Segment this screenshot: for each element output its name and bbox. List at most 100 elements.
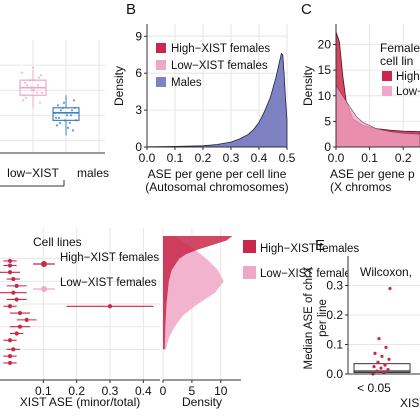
panel-b-y-tick-label-3: 9: [135, 29, 142, 43]
panel-a-point-1-1: [68, 121, 72, 124]
panel-c-legend-key-low: [382, 86, 392, 96]
panel-d-point-2: [7, 270, 13, 275]
panel-e-y-tick-label-2: 0.2: [326, 308, 343, 322]
panel-d-point-5: [11, 290, 16, 295]
panel-c-y-tick-label-1: 5: [324, 114, 331, 128]
panel-d-point-7: [7, 304, 13, 309]
panel-e: E 0.0 0.1 0.2 0.3 Wilcoxon, Median ASE of c…: [303, 237, 420, 410]
panel-a-point-1-6: [55, 124, 59, 127]
panel-b-label: B: [126, 1, 136, 18]
panel-c-label: C: [301, 1, 312, 18]
panel-e-point-3: [386, 368, 390, 372]
legend-key-high-xist: [156, 43, 166, 53]
panel-d-density: 0 5 10 Density High−XIST females Low−XIST …: [160, 228, 359, 409]
panel-a-point-1-14: [65, 114, 69, 117]
panel-a-point-1-15: [58, 121, 62, 124]
panel-d-density-x-tick-label-1: 5: [189, 384, 196, 398]
panel-d-point-16: [107, 304, 113, 309]
panel-d-density-area-high-xist: [163, 236, 233, 350]
panel-e-point-9: [380, 354, 384, 358]
panel-d-density-legend-label-low: Low−XIST females: [260, 268, 357, 280]
legend-key-low-xist: [156, 60, 166, 70]
panel-c-density-area-low-xist: [335, 84, 420, 148]
panel-a-point-0-16: [40, 91, 44, 94]
panel-c-x-tick-label-1: 0.1: [361, 151, 378, 165]
panel-a-tick-label-1: low−XIST: [7, 166, 59, 180]
panel-a-point-1-4: [69, 114, 73, 117]
panel-b-density-area-males: [146, 52, 288, 148]
panel-e-point-11: [384, 345, 388, 349]
panel-b-x-tick-label-3: 0.3: [223, 151, 240, 165]
panel-c-x-tick-label-0: 0.0: [328, 151, 345, 165]
panel-a-point-0-15: [25, 84, 29, 87]
panel-e-y-label: Median ASE of chrX: [303, 266, 315, 369]
panel-a-point-1-3: [54, 116, 58, 119]
panel-a-point-0-10: [38, 101, 42, 104]
panel-a-point-0-7: [37, 76, 41, 79]
panel-c-y-label: Density: [301, 66, 315, 106]
panel-a-point-1-18: [59, 109, 63, 112]
panel-b-x-label: ASE per gene per cell line: [148, 167, 287, 181]
panel-d-point-4: [14, 283, 19, 288]
panel-d-x-label: XIST ASE (minor/total): [20, 395, 141, 409]
panel-d-density-x-tick-label-0: 0: [160, 384, 167, 398]
panel-d-density-legend-key-high: [243, 240, 256, 253]
panel-e-point-2: [375, 369, 379, 373]
panel-c-y-tick-label-0: 0: [324, 140, 331, 154]
panel-d-point-15: [7, 360, 13, 366]
panel-a-point-0-1: [35, 91, 39, 94]
panel-b-y-label: Density: [112, 66, 126, 106]
panel-c-legend-label-low: Low−: [396, 86, 420, 98]
legend-label-high-xist: High−XIST females: [171, 43, 270, 55]
panel-a-point-1-10: [71, 129, 75, 132]
panel-d-density-area-low-xist: [163, 236, 224, 350]
panel-d-point-10: [17, 324, 23, 329]
panel-c-y-tick-label-4: 20: [318, 38, 332, 52]
panel-e-point-1: [382, 370, 386, 375]
panel-b-x-tick-label-2: 0.2: [195, 151, 212, 165]
panel-a-box-1: [52, 107, 80, 121]
panel-e-point-8: [387, 357, 391, 361]
panel-b-x-label-2: (Autosomal chromosomes): [145, 180, 288, 194]
panel-a-point-0-8: [30, 89, 34, 92]
panel-a-point-1-5: [62, 101, 66, 104]
panel-d-point-9: [24, 317, 29, 322]
panel-b-y-tick-label-0: 0: [135, 140, 142, 154]
panel-a-point-1-13: [72, 99, 76, 102]
panel-e-point-12: [377, 337, 381, 341]
panel-e-point-5: [372, 365, 376, 369]
panel-e-point-4: [379, 366, 383, 370]
panel-c: C 0.0 0.1 0.2 0 5 10 15 20 Density ASE per gen…: [301, 1, 420, 194]
panel-a-point-0-13: [39, 74, 43, 77]
panel-a-point-0-11: [31, 66, 35, 69]
panel-d-legend-label-low: Low−XIST females: [60, 277, 157, 289]
panel-d-point-8: [17, 310, 23, 316]
panel-e-y-tick-label-3: 0.3: [326, 279, 343, 293]
panel-a-point-0-9: [23, 81, 27, 84]
panel-d-point-0: [7, 258, 13, 264]
panel-b-y-tick-label-2: 6: [135, 66, 142, 80]
panel-d-x-tick-label-0: 0.1: [35, 384, 52, 398]
panel-c-legend-title-2: cell lin: [380, 54, 413, 68]
panel-a-plot-bg: [0, 40, 105, 153]
panel-a-tick-label-2: males: [77, 166, 109, 180]
panel-e-tick-label-0: < 0.05: [357, 381, 391, 395]
panel-b-x-tick-label-0: 0.0: [139, 151, 156, 165]
panel-a-point-0-12: [24, 96, 28, 99]
panel-d-legend-title: Cell lines: [33, 235, 82, 249]
panel-d-point-3: [11, 276, 16, 282]
panel-d-density-legend-label-high: High−XIST females: [260, 243, 359, 255]
panel-d-point-13: [11, 347, 16, 352]
panel-e-y-tick-label-0: 0.0: [326, 367, 343, 381]
panel-d-point-11: [14, 331, 19, 336]
panel-a-point-1-9: [56, 104, 60, 107]
panel-e-y-label-2: per line: [317, 299, 329, 337]
panel-d-x-tick-label-1: 0.2: [68, 384, 85, 398]
panel-c-y-tick-label-2: 10: [318, 89, 332, 103]
panel-b: B 0.0 0.1 0.2 0.3 0.4 0.5 0 3 6 9 Density ASE pe…: [112, 1, 296, 194]
panel-d-x-tick-label-3: 0.4: [135, 384, 152, 398]
panel-d-legend-key-low-dot: [41, 286, 47, 292]
panel-e-annotation: Wilcoxon,: [360, 265, 412, 279]
panel-e-x-label: XIST: [400, 396, 420, 410]
